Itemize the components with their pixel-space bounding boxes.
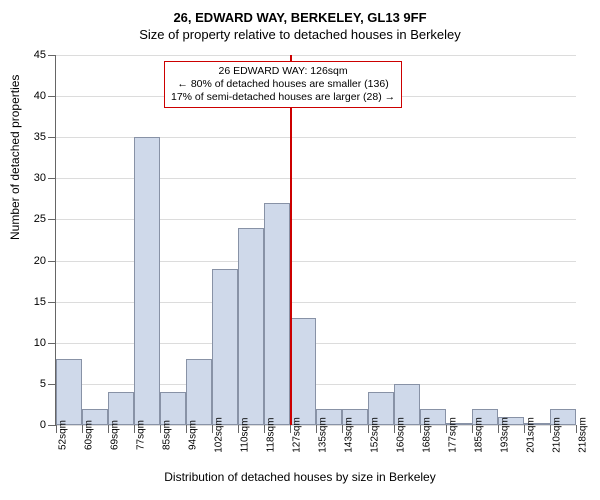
property-marker-line xyxy=(290,55,292,425)
x-tick-label: 69sqm xyxy=(104,420,121,450)
annotation-line: 17% of semi-detached houses are larger (… xyxy=(171,91,395,104)
histogram-bar xyxy=(56,359,82,425)
gridline xyxy=(56,55,576,56)
y-tick-label: 25 xyxy=(34,213,56,225)
histogram-bar xyxy=(134,137,160,425)
page-title: 26, EDWARD WAY, BERKELEY, GL13 9FF xyxy=(0,0,600,25)
x-tick-label: 77sqm xyxy=(130,420,147,450)
histogram-bar xyxy=(264,203,290,425)
x-tick-label: 160sqm xyxy=(390,417,407,453)
y-tick-label: 45 xyxy=(34,49,56,61)
histogram-bar xyxy=(238,228,264,425)
x-tick-label: 127sqm xyxy=(286,417,303,453)
x-tick-label: 110sqm xyxy=(234,418,251,453)
x-tick-label: 210sqm xyxy=(546,417,563,453)
x-tick-label: 85sqm xyxy=(156,420,173,450)
x-tick-label: 60sqm xyxy=(78,420,95,450)
histogram-chart: 05101520253035404552sqm60sqm69sqm77sqm85… xyxy=(55,55,576,426)
x-tick-label: 185sqm xyxy=(468,417,485,453)
histogram-bar xyxy=(212,269,238,425)
y-tick-label: 20 xyxy=(34,255,56,267)
x-tick-label: 152sqm xyxy=(364,417,381,453)
x-tick-label: 201sqm xyxy=(520,417,537,453)
y-tick-label: 35 xyxy=(34,131,56,143)
x-tick-label: 143sqm xyxy=(338,417,355,453)
x-axis-label: Distribution of detached houses by size … xyxy=(0,470,600,484)
annotation-line: ← 80% of detached houses are smaller (13… xyxy=(171,78,395,91)
histogram-bar xyxy=(290,318,316,425)
x-tick-label: 177sqm xyxy=(442,417,459,453)
x-tick-label: 218sqm xyxy=(572,417,589,453)
y-tick-label: 30 xyxy=(34,172,56,184)
x-tick-label: 52sqm xyxy=(52,420,69,450)
page-subtitle: Size of property relative to detached ho… xyxy=(0,25,600,42)
x-tick-label: 94sqm xyxy=(182,420,199,450)
annotation-box: 26 EDWARD WAY: 126sqm← 80% of detached h… xyxy=(164,61,402,108)
histogram-bar xyxy=(186,359,212,425)
y-tick-label: 40 xyxy=(34,90,56,102)
y-tick-label: 5 xyxy=(40,378,56,390)
x-tick-label: 135sqm xyxy=(312,417,329,453)
annotation-line: 26 EDWARD WAY: 126sqm xyxy=(171,65,395,78)
x-tick-label: 118sqm xyxy=(260,418,277,453)
y-tick-label: 15 xyxy=(34,296,56,308)
x-tick-label: 102sqm xyxy=(208,417,225,453)
x-tick-label: 168sqm xyxy=(416,417,433,453)
x-tick-label: 193sqm xyxy=(494,417,511,453)
y-axis-label: Number of detached properties xyxy=(8,75,22,240)
y-tick-label: 10 xyxy=(34,337,56,349)
